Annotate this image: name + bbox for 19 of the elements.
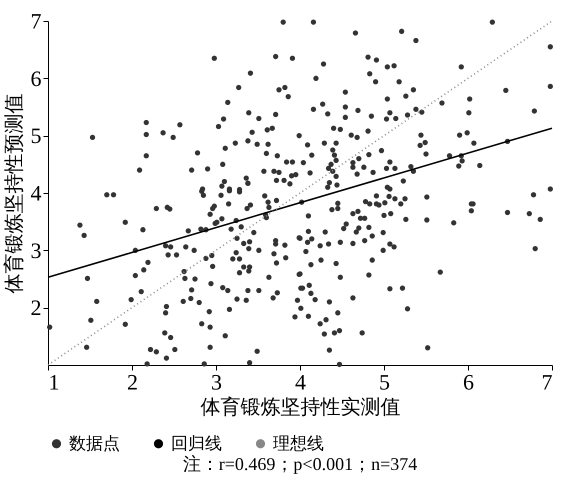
x-tick-label: 3: [211, 370, 222, 394]
x-tick-label: 5: [379, 370, 390, 394]
legend-label: 回归线: [171, 434, 222, 453]
x-tick-label: 2: [127, 370, 138, 394]
legend-label: 理想线: [273, 434, 324, 453]
legend-label: 数据点: [69, 434, 120, 453]
y-tick-label: 3: [30, 238, 42, 263]
y-tick-label: 2: [30, 295, 42, 320]
x-tick-label: 7: [542, 370, 552, 394]
y-tick-label: 6: [30, 66, 42, 91]
x-axis-title: 体育锻炼坚持性实测值: [200, 396, 400, 418]
y-tick-label: 5: [30, 123, 42, 148]
x-tick-label: 6: [463, 370, 474, 394]
y-tick-label: 4: [30, 180, 42, 206]
x-tick-label: 4: [295, 370, 306, 394]
y-tick-label: 7: [30, 8, 42, 34]
text: 注：r=0.469；p<0.001；n=374: [182, 454, 418, 474]
x-tick-label: 1: [48, 370, 60, 394]
y-axis-title: 体育锻炼坚持性预测值: [2, 94, 26, 294]
